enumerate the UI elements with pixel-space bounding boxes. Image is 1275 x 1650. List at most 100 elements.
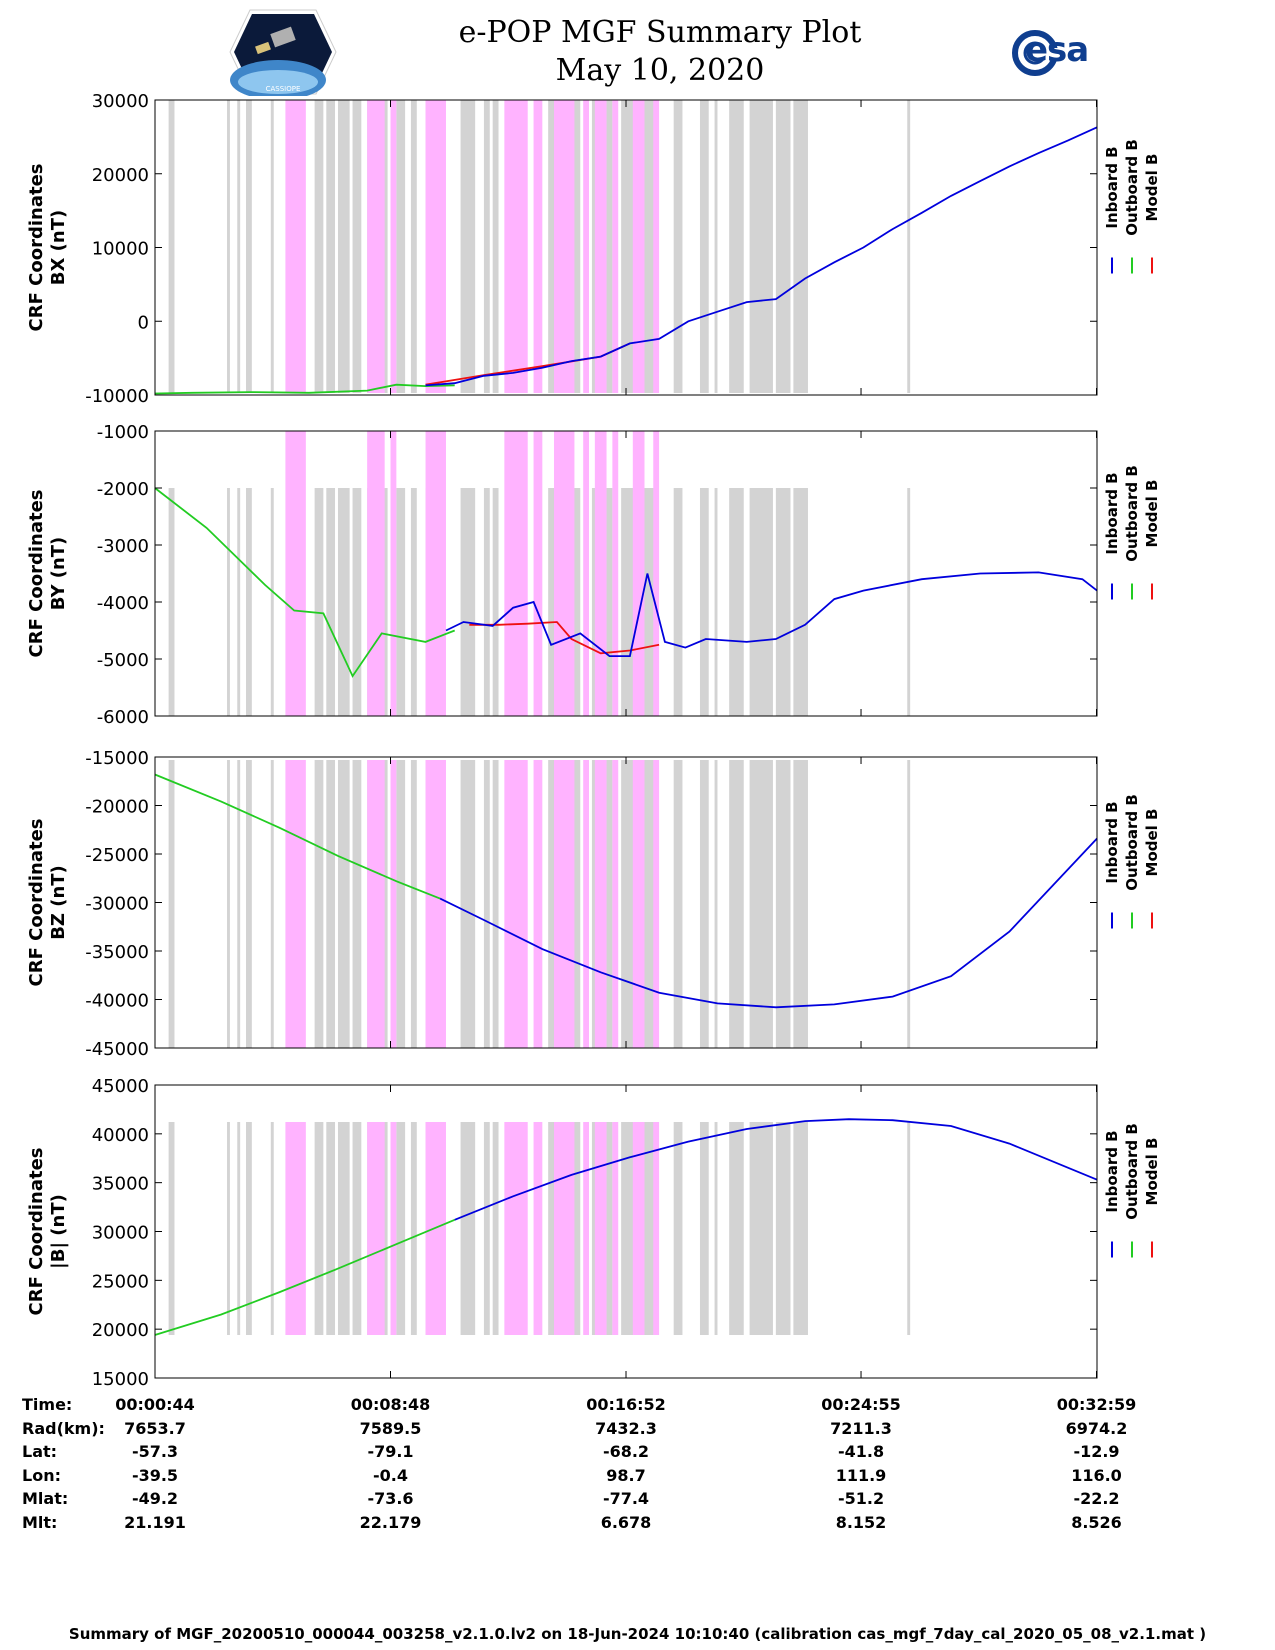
gray-band bbox=[410, 100, 417, 393]
gray-band bbox=[644, 1122, 657, 1335]
gray-band bbox=[621, 1122, 636, 1335]
table-cell: -77.4 bbox=[602, 1489, 650, 1508]
magenta-band bbox=[367, 1122, 385, 1335]
table-cell: -79.1 bbox=[367, 1442, 414, 1461]
gray-band bbox=[352, 760, 362, 1048]
gray-band bbox=[714, 1122, 718, 1335]
magenta-band bbox=[594, 431, 607, 716]
gray-band bbox=[571, 1122, 581, 1335]
table-cell: -39.5 bbox=[131, 1465, 179, 1485]
gray-band bbox=[699, 488, 709, 716]
gray-band bbox=[396, 100, 406, 393]
gray-band bbox=[460, 760, 476, 1048]
y-tick-label: 30000 bbox=[92, 1223, 149, 1244]
gray-band bbox=[460, 1122, 476, 1335]
gray-band bbox=[168, 1122, 175, 1335]
gray-band bbox=[775, 1122, 791, 1335]
gray-band bbox=[270, 100, 274, 393]
gray-band bbox=[907, 760, 911, 1048]
table-cell: 22.179 bbox=[359, 1512, 422, 1532]
magenta-band bbox=[425, 760, 446, 1048]
gray-band bbox=[729, 1122, 744, 1335]
y-tick-label: 20000 bbox=[92, 165, 149, 186]
table-cell: -41.8 bbox=[837, 1442, 885, 1461]
magenta-band bbox=[504, 1122, 528, 1335]
gray-band bbox=[314, 1122, 324, 1335]
magenta-band bbox=[390, 100, 397, 393]
gray-band bbox=[606, 1122, 613, 1335]
legend-label-outboard: Outboard B bbox=[1123, 794, 1141, 891]
footer-note: Summary of MGF_20200510_000044_003258_v2… bbox=[68, 1625, 1207, 1643]
gray-band bbox=[492, 760, 499, 1048]
magenta-band bbox=[553, 100, 575, 393]
plot-title: e-POP MGF Summary Plot bbox=[458, 15, 862, 50]
table-cell: 6974.2 bbox=[1065, 1418, 1128, 1438]
magenta-band bbox=[285, 100, 306, 393]
magenta-band bbox=[632, 100, 645, 393]
gray-band bbox=[326, 1122, 336, 1335]
legend-label-model: Model B bbox=[1143, 1138, 1161, 1206]
table-cell: 7589.5 bbox=[359, 1418, 422, 1438]
esa-logo-text: esa bbox=[1025, 30, 1089, 70]
table-cell: 00:32:59 bbox=[1056, 1395, 1137, 1414]
gray-band bbox=[729, 100, 744, 393]
table-cell: -51.2 bbox=[837, 1489, 885, 1508]
gray-band bbox=[749, 760, 773, 1048]
magenta-band bbox=[653, 760, 660, 1048]
gray-band bbox=[237, 1122, 241, 1335]
magenta-band bbox=[504, 431, 528, 716]
gray-band bbox=[749, 488, 773, 716]
gray-band bbox=[168, 760, 175, 1048]
table-cell: 7211.3 bbox=[830, 1418, 892, 1438]
gray-band bbox=[337, 1122, 350, 1335]
gray-band bbox=[644, 100, 657, 393]
y-tick-label: 10000 bbox=[92, 239, 149, 260]
magenta-band bbox=[594, 1122, 607, 1335]
y-tick-label: 35000 bbox=[92, 1174, 149, 1195]
table-row-label: Lat: bbox=[22, 1442, 58, 1461]
table-cell: 8.152 bbox=[835, 1512, 887, 1532]
gray-band bbox=[673, 760, 683, 1048]
table-cell: 6.678 bbox=[600, 1512, 652, 1532]
series-outboard-b bbox=[154, 773, 441, 900]
table-cell: 7432.3 bbox=[595, 1418, 657, 1438]
magenta-band bbox=[285, 1122, 306, 1335]
gray-band bbox=[749, 1122, 773, 1335]
magenta-band bbox=[390, 1122, 397, 1335]
gray-band bbox=[326, 760, 336, 1048]
y-tick-label: -3000 bbox=[97, 536, 149, 557]
magenta-band bbox=[367, 100, 385, 393]
table-cell: 00:16:52 bbox=[586, 1395, 666, 1414]
gray-band bbox=[492, 1122, 499, 1335]
gray-band bbox=[571, 760, 581, 1048]
gray-band bbox=[483, 488, 490, 716]
panel-1: 30000 20000 10000 0 -10000 CRF CoordinatesBX … bbox=[26, 91, 1161, 407]
gray-band bbox=[699, 100, 709, 393]
gray-band bbox=[314, 760, 324, 1048]
gray-band bbox=[168, 488, 175, 716]
gray-band bbox=[326, 488, 336, 716]
magenta-band bbox=[425, 100, 446, 393]
gray-band bbox=[793, 760, 808, 1048]
table-cell: 21.191 bbox=[124, 1512, 186, 1532]
y-tick-label: -35000 bbox=[85, 942, 149, 963]
gray-band bbox=[227, 488, 230, 716]
gray-band bbox=[492, 100, 499, 393]
gray-band bbox=[793, 100, 808, 393]
panel-2: -1000 -2000 -3000 -4000 -5000 -6000 CRF Coordi… bbox=[26, 422, 1161, 728]
gray-band bbox=[483, 1122, 490, 1335]
table-row-label: Lon: bbox=[22, 1465, 61, 1485]
magenta-band bbox=[504, 760, 528, 1048]
table-cell: 98.7 bbox=[606, 1465, 646, 1485]
legend-label-inboard: Inboard B bbox=[1103, 1130, 1121, 1212]
gray-band bbox=[270, 1122, 274, 1335]
table-cell: 00:00:44 bbox=[115, 1395, 195, 1414]
y-tick-label: 45000 bbox=[92, 1076, 149, 1097]
series-outboard-b bbox=[154, 487, 456, 678]
series-inboard-b bbox=[425, 126, 1098, 387]
y-tick-label: -30000 bbox=[85, 894, 149, 915]
gray-band bbox=[396, 760, 406, 1048]
magenta-band bbox=[553, 760, 575, 1048]
gray-band bbox=[337, 100, 350, 393]
gray-band bbox=[352, 100, 362, 393]
